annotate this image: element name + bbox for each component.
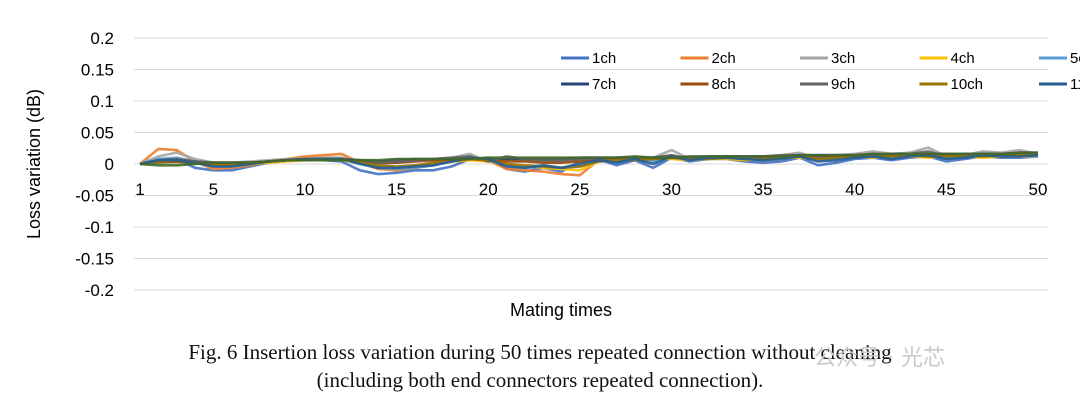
- series-lines: [139, 146, 1039, 177]
- legend-label-1ch: 1ch: [592, 50, 616, 67]
- y-tick-label: 0: [105, 155, 114, 174]
- x-tick-label: 25: [570, 180, 589, 199]
- legend-label-11ch: 11ch: [1070, 76, 1080, 93]
- figure-caption-line-2: (including both end connectors repeated …: [316, 368, 764, 392]
- y-tick-label: 0.1: [90, 92, 114, 111]
- x-tick-label: 15: [387, 180, 406, 199]
- legend: 1ch2ch3ch4ch5ch6ch7ch8ch9ch10ch11ch12ch: [561, 50, 1080, 93]
- y-tick-label: 0.05: [81, 124, 114, 143]
- legend-label-8ch: 8ch: [712, 76, 736, 93]
- legend-label-10ch: 10ch: [951, 76, 984, 93]
- y-tick-label: -0.1: [85, 218, 114, 237]
- watermark: 公众号 · 光芯: [814, 346, 945, 371]
- x-tick-label: 20: [479, 180, 498, 199]
- x-tick-label: 10: [295, 180, 314, 199]
- y-tick-label: -0.15: [75, 250, 114, 269]
- legend-label-3ch: 3ch: [831, 50, 855, 67]
- x-tick-label: 1: [135, 180, 144, 199]
- legend-label-7ch: 7ch: [592, 76, 616, 93]
- x-tick-label: 40: [845, 180, 864, 199]
- series-line-12ch: [139, 151, 1038, 167]
- legend-label-4ch: 4ch: [951, 50, 975, 67]
- y-tick-label: 0.2: [90, 29, 114, 48]
- x-tick-label: 35: [754, 180, 773, 199]
- x-tick-labels: 1 5 10 15 20 25 30 35 40 45 50: [135, 180, 1047, 199]
- x-tick-label: 50: [1029, 180, 1048, 199]
- y-tick-labels: 0.2 0.15 0.1 0.05 0 -0.05 -0.1 -0.15 -0.2: [75, 29, 114, 300]
- y-tick-label: -0.2: [85, 281, 114, 300]
- y-axis-label: Loss variation (dB): [24, 89, 44, 239]
- legend-label-9ch: 9ch: [831, 76, 855, 93]
- legend-label-2ch: 2ch: [712, 50, 736, 67]
- x-tick-label: 5: [209, 180, 218, 199]
- legend-label-5ch: 5ch: [1070, 50, 1080, 67]
- x-axis-label: Mating times: [510, 300, 612, 320]
- x-tick-label: 45: [937, 180, 956, 199]
- y-tick-label: 0.15: [81, 61, 114, 80]
- x-tick-label: 30: [662, 180, 681, 199]
- chart: 0.20.150.10.050-0.05-0.1-0.15-0.2 1 5 10 15…: [24, 29, 1080, 320]
- y-tick-label: -0.05: [75, 187, 114, 206]
- figure-caption-line-1: Fig. 6 Insertion loss variation during 5…: [188, 340, 892, 364]
